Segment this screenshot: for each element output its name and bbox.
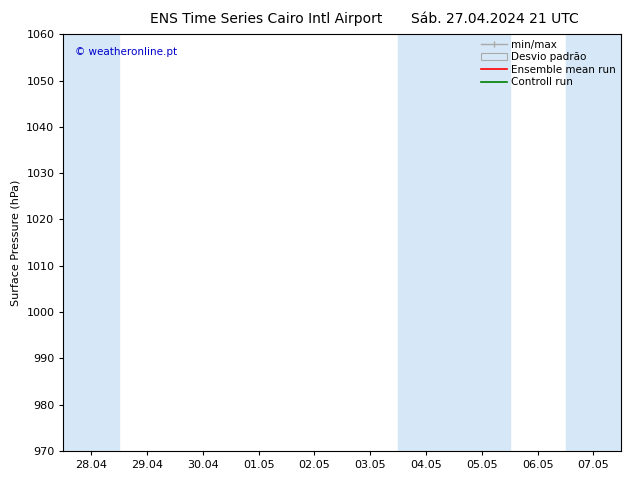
Bar [566, 34, 621, 451]
Y-axis label: Surface Pressure (hPa): Surface Pressure (hPa) [11, 179, 21, 306]
Bar [454, 34, 510, 451]
Bar [63, 34, 119, 451]
Bar [398, 34, 454, 451]
Legend: min/max, Desvio padrão, Ensemble mean run, Controll run: min/max, Desvio padrão, Ensemble mean ru… [479, 37, 618, 89]
Text: Sáb. 27.04.2024 21 UTC: Sáb. 27.04.2024 21 UTC [411, 12, 578, 26]
Text: ENS Time Series Cairo Intl Airport: ENS Time Series Cairo Intl Airport [150, 12, 382, 26]
Text: © weatheronline.pt: © weatheronline.pt [75, 47, 177, 57]
